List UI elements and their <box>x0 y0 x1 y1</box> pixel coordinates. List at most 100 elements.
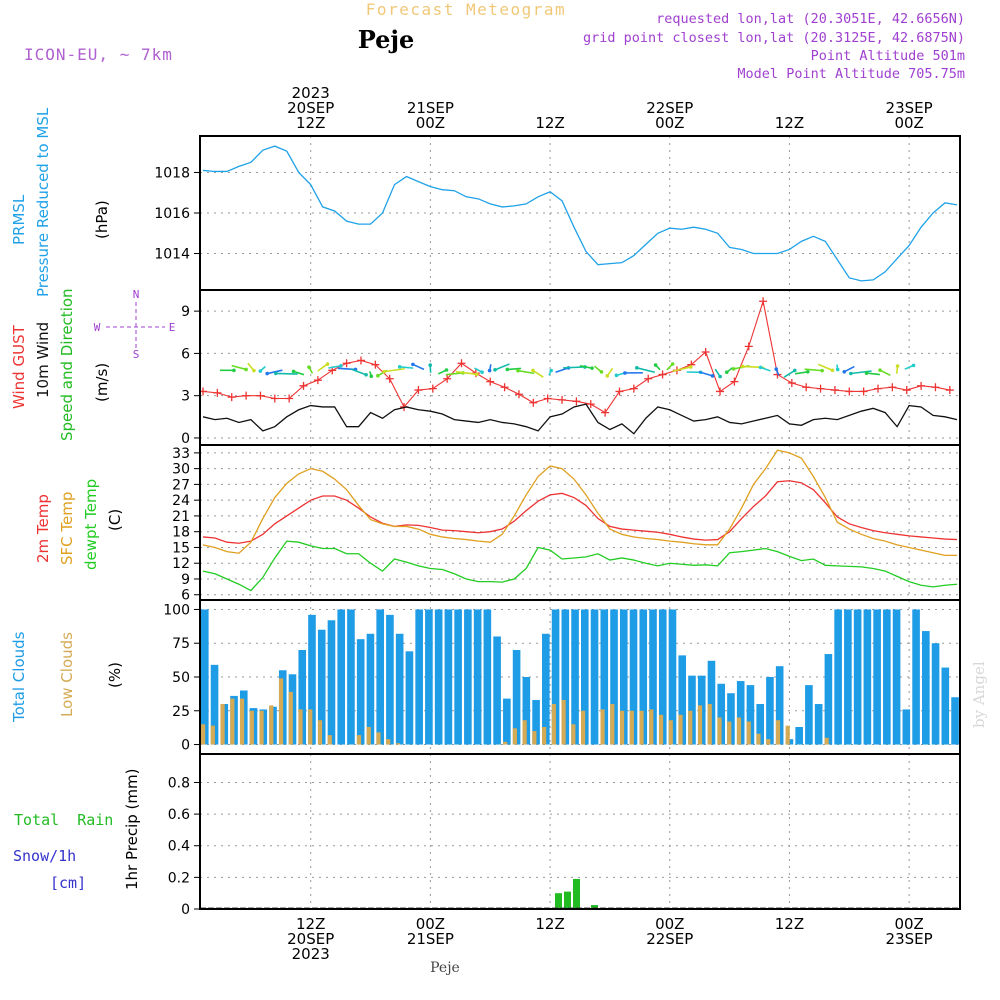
total-clouds-bar <box>863 609 872 745</box>
wind-direction-head <box>670 362 675 366</box>
bottom-time-label: 23SEP <box>886 930 933 948</box>
wind-direction-head <box>614 373 619 378</box>
wind-gust-marker <box>443 374 452 383</box>
total-clouds-bar <box>902 709 911 745</box>
total-clouds-bar <box>532 699 540 745</box>
wind-direction-arrow <box>384 367 405 373</box>
wind-direction-head <box>911 363 916 368</box>
temperature-ytick-label: 15 <box>172 540 190 556</box>
total-clouds-bar <box>658 609 667 745</box>
low-clouds-bar <box>707 704 712 745</box>
total-clouds-bar <box>434 609 443 745</box>
low-clouds-bar <box>376 732 381 745</box>
wind-direction-head <box>864 371 869 375</box>
wind-direction-head <box>599 370 604 374</box>
wind-gust-marker <box>586 400 595 409</box>
wind-gust-marker <box>644 374 653 383</box>
wind-direction-head <box>265 371 269 376</box>
wind-gust-marker <box>414 386 423 395</box>
wind-direction-head <box>369 374 374 379</box>
wind-direction-head <box>718 374 722 379</box>
temperature-ytick-label: 18 <box>172 525 190 541</box>
total-clouds-bar <box>317 629 326 745</box>
total-clouds-bar <box>425 609 433 745</box>
low-clouds-bar <box>366 726 371 745</box>
low-clouds-bar <box>785 725 790 745</box>
wind-gust-marker <box>601 408 610 417</box>
total-clouds-bar <box>775 666 784 745</box>
wind-direction-arrow <box>794 371 808 375</box>
low-clouds-bar <box>220 704 225 745</box>
pressure-ytick-label: 1018 <box>154 165 190 181</box>
wind-gust-marker <box>457 359 466 368</box>
total-clouds-bar <box>298 649 307 745</box>
bottom-time-label: 21SEP <box>407 930 454 948</box>
wind-gust-marker <box>500 383 509 392</box>
wind-direction-head <box>382 369 387 374</box>
total-clouds-bar <box>551 609 560 745</box>
low-clouds-bar <box>766 739 771 745</box>
wind-direction-head <box>758 365 763 370</box>
precip-ytick-label: 0.6 <box>168 807 190 823</box>
wind-direction-arrow <box>517 369 535 375</box>
wind-ytick-label: 0 <box>181 431 190 447</box>
wind-direction-head <box>505 367 510 372</box>
wind-direction-head <box>244 367 248 372</box>
total-clouds-bar <box>386 614 394 745</box>
wind-direction-head <box>731 367 736 371</box>
low-clouds-bar <box>600 709 605 745</box>
precip-ytick-label: 0.4 <box>168 839 190 855</box>
low-clouds-bar <box>688 710 693 745</box>
low-clouds-bar <box>561 699 566 745</box>
temperature-ytick-label: 33 <box>172 446 190 462</box>
temp-dew-label: dewpt Temp <box>82 479 100 570</box>
total-clouds-bar <box>805 685 813 745</box>
top-time-label: 12Z <box>775 114 804 132</box>
total-clouds-bar <box>308 614 316 745</box>
total-clouds-bar <box>668 609 677 745</box>
wind-ytick-label: 9 <box>181 304 190 320</box>
wind-gust-marker <box>744 342 753 351</box>
wind-direction-arrow <box>563 366 585 369</box>
precip-frame <box>199 753 961 910</box>
total-clouds-bar <box>210 664 219 745</box>
wind-gust-marker <box>342 359 351 368</box>
wind-gust-marker <box>227 393 236 402</box>
snow-label: Snow/1h <box>13 847 76 865</box>
wind-gust-marker <box>615 387 624 396</box>
low-clouds-bar <box>658 714 664 745</box>
total-clouds-bar <box>688 675 696 745</box>
wind-direction-head <box>376 373 380 378</box>
temp-dew-line <box>202 540 958 592</box>
total-clouds-bar <box>464 609 472 745</box>
low-clouds-bar <box>356 735 362 745</box>
low-clouds-bar <box>308 709 313 745</box>
total-clouds-bar <box>376 609 384 745</box>
low-clouds-bar <box>697 705 703 745</box>
wind-direction-head <box>895 364 900 368</box>
low-clouds-bar <box>327 735 332 745</box>
total-clouds-bar <box>951 697 959 745</box>
wind-direction-head <box>792 368 797 373</box>
rain-bar <box>573 878 580 909</box>
temperature-ytick-label: 30 <box>172 462 190 478</box>
wind-direction-arrow <box>267 369 283 375</box>
clouds-low-label: Low Clouds <box>58 632 76 717</box>
wind-direction-arrow <box>636 367 656 374</box>
top-time-label: 12Z <box>296 114 325 132</box>
low-clouds-bar <box>551 704 556 745</box>
wind-direction-head <box>493 368 497 372</box>
total-clouds-bar <box>512 649 521 745</box>
clouds-total-label: Total Clouds <box>10 631 28 723</box>
wind-gust-marker <box>802 383 811 392</box>
compass-s: S <box>133 348 140 361</box>
footer-location: Peje <box>430 960 460 976</box>
total-clouds-bar <box>941 667 950 745</box>
total-clouds-bar <box>581 609 589 745</box>
top-time-label: 2023 <box>292 84 330 102</box>
wind-gust-marker <box>256 391 265 400</box>
wind-direction-head <box>274 371 278 376</box>
precip-ytick-label: 0 <box>181 902 190 918</box>
clouds-ytick-label: 75 <box>172 636 190 652</box>
wind-gust-marker <box>486 377 495 386</box>
